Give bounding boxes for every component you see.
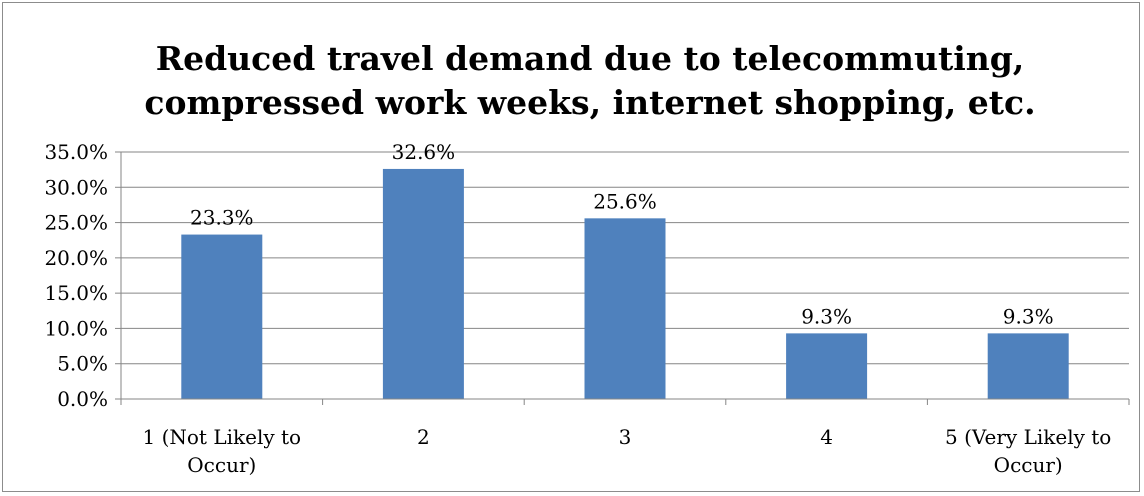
bar — [181, 234, 263, 399]
y-tick-label: 20.0% — [44, 246, 108, 270]
bar — [584, 218, 666, 399]
y-tick-label: 35.0% — [44, 140, 108, 164]
x-category-label: 2 — [417, 425, 430, 449]
x-category-label: 5 (Very Likely to — [945, 425, 1111, 449]
data-label: 25.6% — [593, 189, 657, 213]
y-tick-label: 0.0% — [57, 387, 108, 411]
y-tick-label: 10.0% — [44, 316, 108, 340]
data-label: 23.3% — [190, 206, 254, 230]
bar — [987, 333, 1069, 399]
y-tick-label: 15.0% — [44, 281, 108, 305]
y-tick-label: 5.0% — [57, 352, 108, 376]
data-label: 9.3% — [801, 304, 852, 328]
y-tick-label: 25.0% — [44, 211, 108, 235]
x-category-label: 1 (Not Likely to — [143, 425, 302, 449]
data-label: 9.3% — [1003, 304, 1054, 328]
y-tick-label: 30.0% — [44, 175, 108, 199]
chart-title-line: compressed work weeks, internet shopping… — [144, 83, 1035, 122]
data-label: 32.6% — [392, 140, 456, 164]
x-category-label: Occur) — [187, 453, 256, 477]
bar — [786, 333, 868, 399]
bar — [382, 168, 464, 399]
x-category-label: Occur) — [994, 453, 1063, 477]
x-category-label: 4 — [820, 425, 833, 449]
x-category-label: 3 — [619, 425, 632, 449]
chart-title-line: Reduced travel demand due to telecommuti… — [156, 39, 1025, 78]
